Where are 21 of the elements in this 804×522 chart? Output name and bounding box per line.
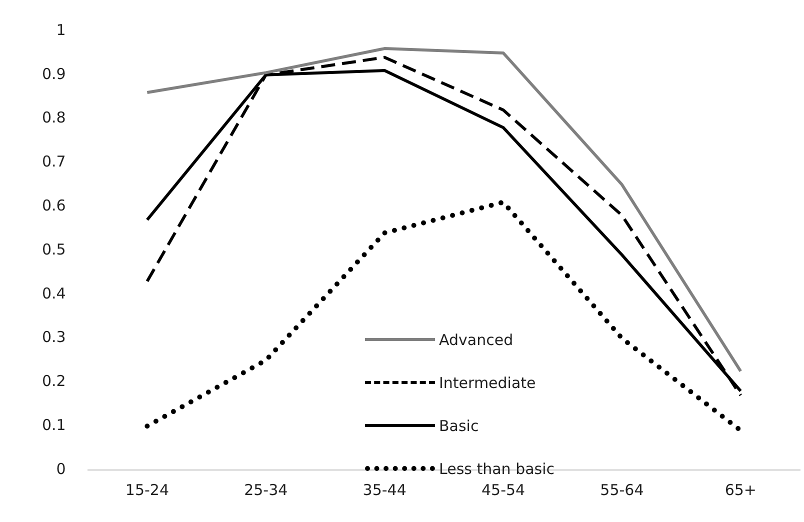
y-tick-label: 1 bbox=[56, 20, 66, 39]
y-tick-label: 0.2 bbox=[42, 372, 66, 390]
x-tick-label: 65+ bbox=[724, 480, 756, 499]
legend-label: Intermediate bbox=[439, 374, 536, 392]
legend-label: Advanced bbox=[439, 330, 514, 348]
y-tick-label: 0.1 bbox=[42, 416, 66, 434]
x-tick-label: 15-24 bbox=[125, 480, 169, 499]
x-tick-label: 25-34 bbox=[244, 480, 288, 499]
x-tick-label: 35-44 bbox=[362, 480, 406, 499]
y-tick-label: 0.6 bbox=[42, 196, 66, 214]
legend-label: Less than basic bbox=[439, 460, 555, 478]
y-tick-label: 0 bbox=[56, 460, 66, 478]
x-tick-label: 55-64 bbox=[600, 480, 644, 499]
y-tick-label: 0.7 bbox=[42, 152, 66, 171]
y-tick-label: 0.9 bbox=[42, 64, 66, 83]
legend-label: Basic bbox=[439, 416, 479, 434]
y-tick-label: 0.5 bbox=[42, 240, 66, 258]
y-tick-label: 0.8 bbox=[42, 108, 66, 127]
y-tick-label: 0.4 bbox=[42, 284, 66, 302]
x-tick-label: 45-54 bbox=[481, 480, 526, 499]
y-tick-label: 0.3 bbox=[42, 328, 66, 346]
